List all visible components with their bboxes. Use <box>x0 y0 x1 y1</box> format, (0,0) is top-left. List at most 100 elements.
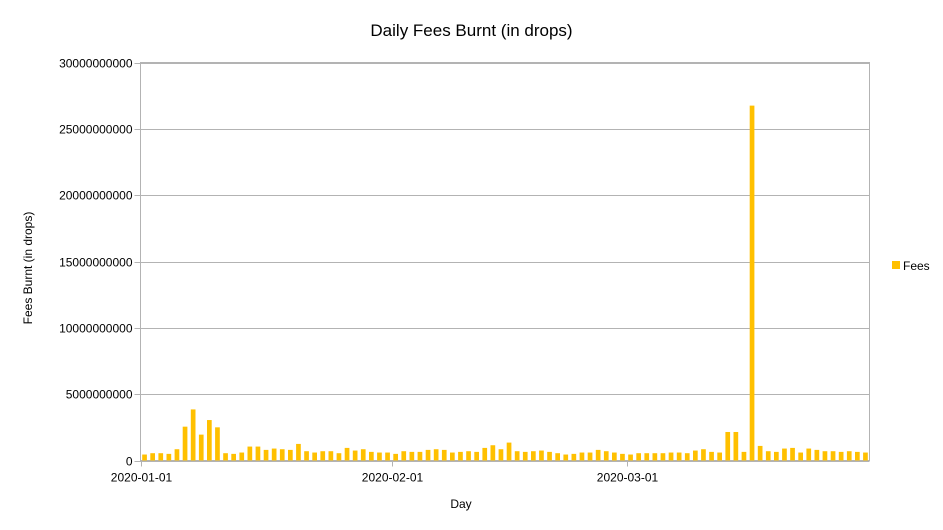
bar <box>790 448 795 461</box>
bar <box>709 452 714 461</box>
bar <box>199 435 204 461</box>
bar <box>750 106 755 461</box>
bar <box>531 451 536 460</box>
bar <box>636 453 641 460</box>
gridlines <box>141 64 870 462</box>
bar <box>580 453 585 461</box>
bar <box>717 453 722 461</box>
bar <box>588 453 593 461</box>
bar <box>393 454 398 461</box>
bar <box>207 420 212 460</box>
bar <box>231 454 236 461</box>
bar <box>734 432 739 461</box>
bar <box>782 449 787 461</box>
bar <box>491 445 496 460</box>
legend: Fees <box>892 259 930 273</box>
bar <box>839 452 844 461</box>
plot-area <box>141 63 870 461</box>
bar <box>628 455 633 461</box>
bar <box>410 452 415 461</box>
bar <box>320 451 325 460</box>
bar <box>385 453 390 461</box>
bar <box>831 451 836 460</box>
bar <box>547 452 552 461</box>
legend-label-fees: Fees <box>903 259 930 273</box>
bar <box>377 453 382 461</box>
x-axis-ticks: 2020-01-01 2020-02-01 2020-03-01 <box>111 461 659 485</box>
bar <box>677 453 682 461</box>
bar <box>369 452 374 461</box>
x-tick-label: 2020-03-01 <box>597 471 659 485</box>
y-axis-ticks: 0 5000000000 10000000000 15000000000 2000000… <box>59 57 140 469</box>
bar <box>499 449 504 460</box>
bar <box>798 453 803 461</box>
chart-title: Daily Fees Burnt (in drops) <box>370 21 572 40</box>
bar <box>482 448 487 461</box>
bar <box>855 452 860 461</box>
bar <box>693 451 698 461</box>
bar <box>563 455 568 461</box>
bar <box>296 444 301 461</box>
bar <box>766 451 771 460</box>
bar <box>434 449 439 460</box>
bar <box>507 443 512 461</box>
bar <box>474 452 479 461</box>
x-tick-label: 2020-02-01 <box>362 471 424 485</box>
bar <box>150 453 155 460</box>
bar <box>191 409 196 460</box>
bar <box>644 453 649 460</box>
bar <box>142 455 147 461</box>
bar <box>685 453 690 460</box>
bar <box>304 451 309 460</box>
bar <box>418 452 423 461</box>
bar <box>450 453 455 461</box>
bar <box>758 446 763 461</box>
bar <box>353 451 358 461</box>
bar <box>661 453 666 460</box>
bar <box>175 449 180 460</box>
y-tick-label: 5000000000 <box>66 388 133 402</box>
bar <box>515 451 520 460</box>
bar <box>466 451 471 460</box>
bar <box>458 452 463 461</box>
bar <box>774 452 779 461</box>
bar <box>612 453 617 461</box>
bar <box>653 453 658 460</box>
x-axis-title: Day <box>450 497 471 511</box>
y-tick-label: 25000000000 <box>59 123 133 137</box>
bar <box>337 453 342 460</box>
bar <box>847 451 852 460</box>
bar <box>523 452 528 461</box>
bar <box>248 447 253 461</box>
legend-swatch-fees <box>892 261 900 269</box>
y-axis-title: Fees Burnt (in drops) <box>21 212 35 325</box>
bar <box>863 453 868 461</box>
bar <box>239 453 244 461</box>
bar <box>742 452 747 461</box>
y-tick-label: 30000000000 <box>59 57 133 71</box>
bar <box>223 453 228 460</box>
bar <box>572 454 577 461</box>
y-tick-label: 10000000000 <box>59 322 133 336</box>
bar <box>442 450 447 461</box>
y-tick-label: 15000000000 <box>59 256 133 270</box>
bar <box>555 453 560 460</box>
bar <box>596 450 601 461</box>
bar <box>215 427 220 460</box>
bar <box>329 451 334 460</box>
bar <box>256 447 261 461</box>
bar <box>264 450 269 461</box>
bar <box>669 453 674 461</box>
bar <box>167 454 172 461</box>
bar <box>312 453 317 461</box>
bar <box>604 451 609 460</box>
bar <box>823 451 828 460</box>
bar <box>815 450 820 461</box>
bar <box>701 449 706 460</box>
y-tick-label: 20000000000 <box>59 189 133 203</box>
bar <box>272 449 277 461</box>
x-tick-label: 2020-01-01 <box>111 471 173 485</box>
bar <box>539 451 544 461</box>
bar <box>361 449 366 460</box>
